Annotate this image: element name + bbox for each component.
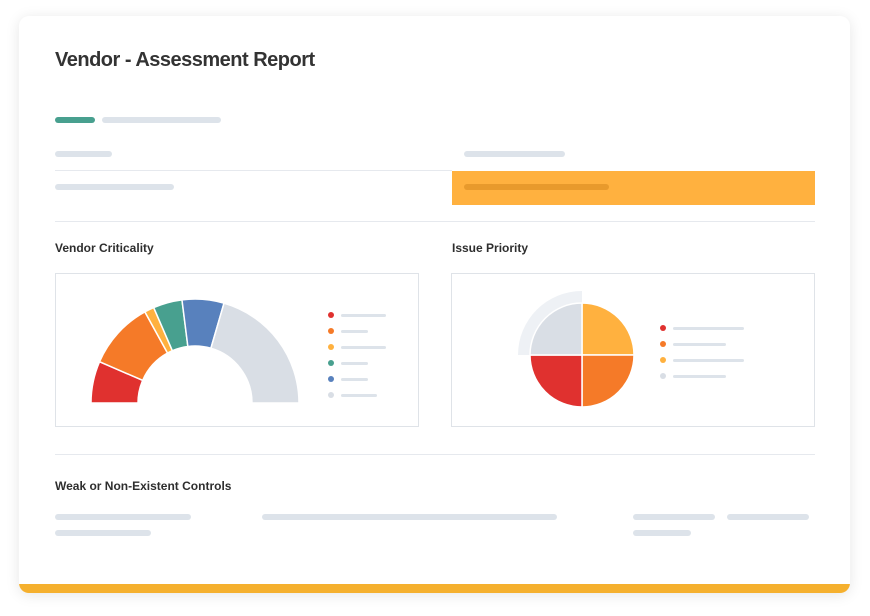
control-meta-placeholder bbox=[633, 530, 691, 536]
legend-dot-green bbox=[328, 360, 334, 366]
legend-dot-grey bbox=[328, 392, 334, 398]
legend-label-placeholder bbox=[673, 327, 744, 330]
pie-slice-2 bbox=[529, 354, 583, 408]
legend-label-placeholder bbox=[673, 375, 726, 378]
legend-label-placeholder bbox=[341, 378, 368, 381]
field-label-placeholder bbox=[464, 151, 565, 157]
vendor-criticality-title: Vendor Criticality bbox=[55, 241, 154, 255]
field-value-placeholder bbox=[55, 184, 174, 190]
legend-label-placeholder bbox=[341, 346, 386, 349]
progress-track-placeholder bbox=[102, 117, 221, 123]
legend-dot-orange bbox=[328, 328, 334, 334]
issue-priority-title: Issue Priority bbox=[452, 241, 529, 255]
legend-label-placeholder bbox=[673, 343, 726, 346]
control-name-placeholder bbox=[55, 514, 191, 520]
section-divider bbox=[55, 454, 815, 455]
legend-dot-amber bbox=[660, 357, 666, 363]
legend-dot-red bbox=[660, 325, 666, 331]
legend-label-placeholder bbox=[341, 394, 377, 397]
report-title: Vendor - Assessment Report bbox=[55, 49, 315, 71]
pie-slice-3 bbox=[529, 302, 583, 356]
legend-label-placeholder bbox=[341, 330, 368, 333]
legend-dot-grey bbox=[660, 373, 666, 379]
legend-dot-blue bbox=[328, 376, 334, 382]
legend-label-placeholder bbox=[673, 359, 744, 362]
section-divider bbox=[55, 221, 815, 222]
legend-label-placeholder bbox=[341, 314, 386, 317]
field-label-placeholder bbox=[55, 151, 112, 157]
row-divider bbox=[55, 170, 452, 171]
legend-dot-orange bbox=[660, 341, 666, 347]
progress-active-indicator bbox=[55, 117, 95, 123]
pie-slice-0 bbox=[581, 302, 635, 356]
card-accent-bar bbox=[19, 584, 850, 593]
field-value-placeholder bbox=[464, 184, 609, 190]
control-description-placeholder bbox=[262, 514, 557, 520]
highlighted-field-value bbox=[452, 171, 815, 205]
legend-dot-amber bbox=[328, 344, 334, 350]
weak-controls-title: Weak or Non-Existent Controls bbox=[55, 479, 232, 493]
half-donut-slice-5 bbox=[209, 302, 300, 404]
legend-label-placeholder bbox=[341, 362, 368, 365]
issue-priority-panel bbox=[451, 273, 815, 427]
control-meta-placeholder bbox=[727, 514, 809, 520]
pie-slice-1 bbox=[581, 354, 635, 408]
control-meta-placeholder bbox=[633, 514, 715, 520]
report-card: Vendor - Assessment Report Vendor Critic… bbox=[19, 16, 850, 593]
issue-priority-chart bbox=[518, 291, 635, 408]
vendor-criticality-panel bbox=[55, 273, 419, 427]
legend-dot-red bbox=[328, 312, 334, 318]
control-name-placeholder bbox=[55, 530, 151, 536]
vendor-criticality-chart bbox=[90, 298, 300, 404]
